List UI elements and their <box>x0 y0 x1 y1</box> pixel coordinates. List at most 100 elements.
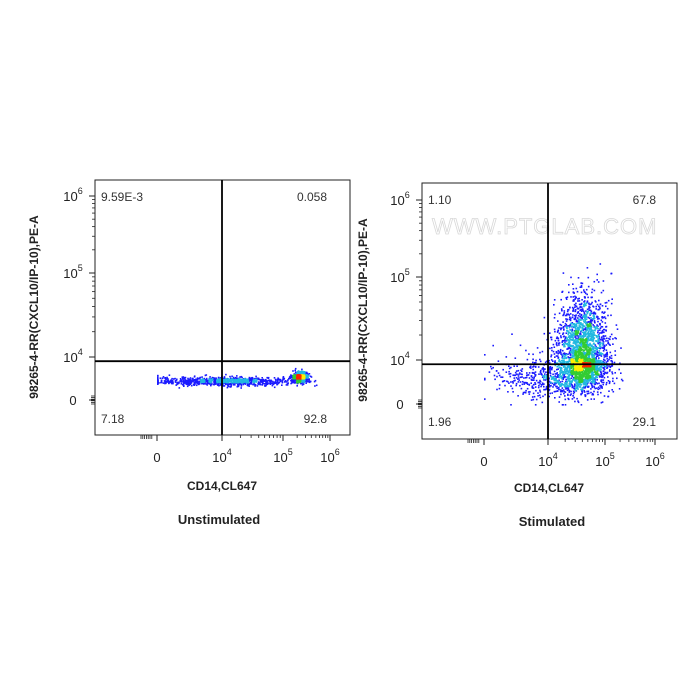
event-dot <box>296 380 298 383</box>
event-dot <box>577 355 579 357</box>
event-dot <box>588 369 591 372</box>
event-dot <box>275 380 277 382</box>
event-dot <box>572 349 574 351</box>
event-dot <box>556 344 558 347</box>
event-dot <box>314 385 316 387</box>
y-axis-label: 98265-4-RR(CXCL10/IP-10),PE-A <box>356 218 370 402</box>
event-dot <box>599 362 602 364</box>
event-dot <box>200 378 202 381</box>
event-dot <box>259 383 262 386</box>
event-dot <box>585 302 588 305</box>
event-dot <box>587 380 590 382</box>
event-dot <box>575 381 577 383</box>
event-dot <box>157 383 159 385</box>
event-dot <box>584 345 587 348</box>
event-dot <box>612 380 614 382</box>
event-dot <box>563 374 566 376</box>
event-dot <box>161 377 164 379</box>
event-dot <box>593 383 596 385</box>
event-dot <box>515 384 517 387</box>
event-dot <box>611 372 614 375</box>
event-dot <box>533 376 535 378</box>
event-dot <box>525 349 527 352</box>
event-dot <box>598 299 600 302</box>
event-dot <box>568 367 571 370</box>
event-dot <box>533 377 535 380</box>
event-dot <box>579 286 582 288</box>
event-dot <box>201 376 203 378</box>
event-dot <box>565 353 567 355</box>
event-dot <box>264 385 266 387</box>
event-dot <box>183 377 186 379</box>
event-dot <box>577 366 580 368</box>
event-dot <box>273 377 276 379</box>
event-dot <box>586 367 589 370</box>
event-dot <box>551 382 553 385</box>
event-dot <box>570 390 572 393</box>
event-dot <box>569 385 571 387</box>
event-dot <box>589 321 592 324</box>
event-dot <box>211 376 214 379</box>
event-dot <box>598 317 600 320</box>
event-dot <box>574 298 576 300</box>
event-dot <box>269 382 272 384</box>
event-dot <box>290 375 292 378</box>
event-dot <box>549 392 551 395</box>
event-dot <box>583 339 586 341</box>
event-dot <box>568 365 570 368</box>
event-dot <box>573 373 575 376</box>
event-dot <box>581 310 583 312</box>
event-dot <box>583 360 585 362</box>
event-dot <box>283 378 285 381</box>
event-dot <box>583 375 585 378</box>
event-dot <box>237 385 240 388</box>
event-dot <box>291 381 293 383</box>
event-dot <box>580 358 582 360</box>
event-dot <box>545 377 548 379</box>
event-dot <box>217 383 219 385</box>
event-dot <box>592 354 594 356</box>
event-dot <box>532 353 534 356</box>
event-dot <box>526 358 529 361</box>
event-dot <box>591 372 594 374</box>
event-dot <box>305 372 307 375</box>
event-dot <box>589 319 592 321</box>
event-dot <box>261 381 264 384</box>
event-dot <box>278 381 281 384</box>
event-dot <box>266 381 268 383</box>
event-dot <box>575 319 578 321</box>
event-dot <box>558 344 560 346</box>
event-dot <box>583 391 586 393</box>
event-dot <box>227 378 229 380</box>
event-dot <box>576 353 578 356</box>
event-dot <box>572 392 575 395</box>
event-dot <box>581 368 584 371</box>
event-dot <box>600 365 603 367</box>
event-dot <box>575 352 577 354</box>
event-dot <box>583 389 585 392</box>
event-dot <box>573 300 575 302</box>
event-dot <box>589 328 591 330</box>
event-dot <box>193 381 196 384</box>
event-dot <box>508 382 510 384</box>
event-dot <box>253 381 256 384</box>
event-dot <box>517 378 519 380</box>
event-dot <box>593 355 595 358</box>
event-dot <box>564 370 566 373</box>
event-dot <box>308 373 311 375</box>
event-dot <box>576 328 579 330</box>
event-dot <box>244 382 247 384</box>
event-dot <box>288 377 291 380</box>
event-dot <box>587 381 589 384</box>
event-dot <box>582 314 585 317</box>
event-dot <box>579 383 581 386</box>
event-dot <box>562 321 564 323</box>
event-dot <box>297 370 299 373</box>
event-dot <box>292 377 294 380</box>
event-dot <box>530 399 533 401</box>
event-dot <box>598 350 601 352</box>
event-dot <box>292 375 294 377</box>
event-dot <box>558 360 560 362</box>
event-dot <box>250 379 253 382</box>
event-dot <box>591 377 593 380</box>
